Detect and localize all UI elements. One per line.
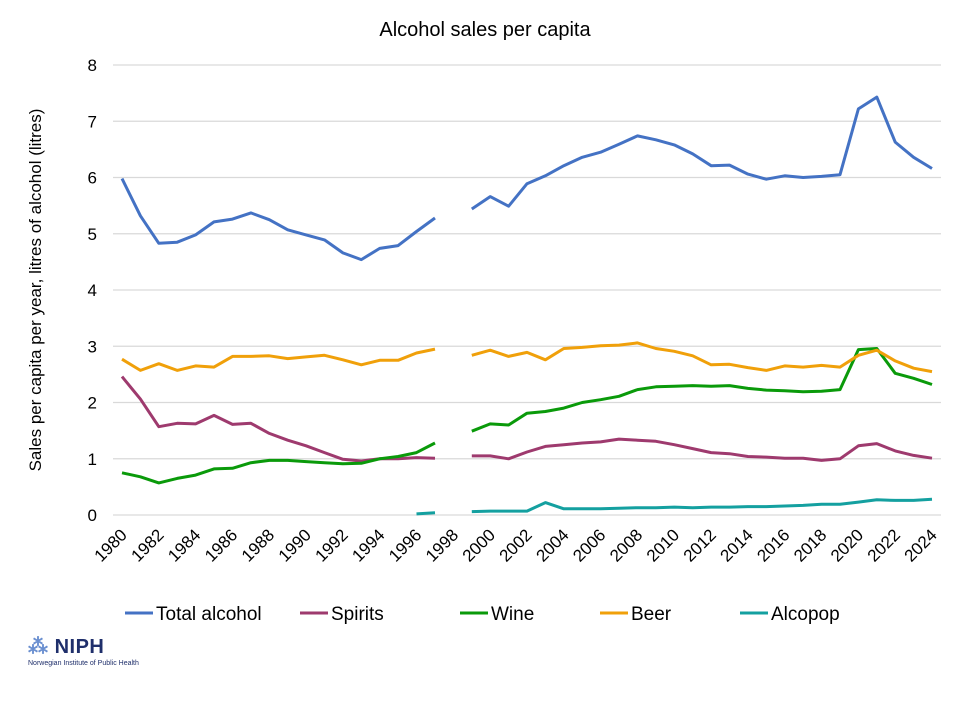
x-tick-label: 1980 bbox=[91, 525, 131, 565]
niph-logo: ⁂ NIPH Norwegian Institute of Public Hea… bbox=[28, 634, 139, 667]
legend-label: Spirits bbox=[331, 604, 384, 625]
y-tick-label: 2 bbox=[88, 394, 97, 413]
x-tick-label: 2010 bbox=[643, 525, 683, 565]
x-tick-label: 1984 bbox=[164, 525, 204, 565]
series-line-alcopop bbox=[416, 497, 933, 516]
x-tick-label: 1990 bbox=[275, 525, 315, 565]
x-tick-label: 2020 bbox=[827, 525, 867, 565]
x-tick-label: 2024 bbox=[901, 525, 941, 565]
chart-title: Alcohol sales per capita bbox=[379, 19, 591, 41]
legend-label: Wine bbox=[491, 604, 534, 625]
y-axis-label: Sales per capita per year, litres of alc… bbox=[26, 109, 45, 472]
series-line-beer bbox=[121, 341, 933, 374]
legend-label: Beer bbox=[631, 604, 672, 625]
x-tick-label: 2000 bbox=[459, 525, 499, 565]
x-tick-label: 2012 bbox=[680, 525, 720, 565]
x-tick-label: 1996 bbox=[385, 525, 425, 565]
series-line-total-alcohol bbox=[120, 95, 933, 262]
y-tick-label: 6 bbox=[88, 169, 97, 188]
legend-label: Alcopop bbox=[771, 604, 840, 625]
legend-item: Spirits bbox=[300, 604, 384, 625]
legend-item: Wine bbox=[460, 604, 534, 625]
x-tick-label: 2002 bbox=[496, 525, 536, 565]
x-tick-label: 2022 bbox=[864, 525, 904, 565]
x-tick-label: 2004 bbox=[532, 525, 572, 565]
x-tick-label: 1986 bbox=[201, 525, 241, 565]
y-tick-label: 7 bbox=[88, 112, 97, 131]
y-tick-label: 5 bbox=[88, 225, 97, 244]
y-tick-label: 3 bbox=[88, 337, 97, 356]
legend-item: Beer bbox=[600, 604, 672, 625]
x-tick-label: 1982 bbox=[127, 525, 167, 565]
x-tick-label: 1998 bbox=[422, 525, 462, 565]
y-tick-label: 1 bbox=[88, 450, 97, 469]
x-tick-label: 2016 bbox=[753, 525, 793, 565]
x-tick-label: 1994 bbox=[348, 525, 388, 565]
x-tick-label: 1988 bbox=[238, 525, 278, 565]
legend-item: Total alcohol bbox=[125, 604, 262, 625]
x-tick-label: 2006 bbox=[569, 525, 609, 565]
x-tick-label: 2018 bbox=[790, 525, 830, 565]
legend-label: Total alcohol bbox=[156, 604, 262, 625]
series-line-spirits bbox=[120, 375, 933, 463]
y-tick-label: 8 bbox=[88, 56, 97, 75]
logo-name: NIPH bbox=[54, 636, 105, 658]
logo-subtitle: Norwegian Institute of Public Health bbox=[28, 660, 139, 667]
logo-mark: ⁂ NIPH bbox=[28, 636, 105, 658]
x-tick-label: 2008 bbox=[606, 525, 646, 565]
series-line-wine bbox=[121, 347, 933, 485]
y-tick-label: 4 bbox=[88, 281, 97, 300]
x-tick-label: 2014 bbox=[717, 525, 757, 565]
x-tick-label: 1992 bbox=[312, 525, 352, 565]
y-tick-label: 0 bbox=[88, 506, 97, 525]
legend-item: Alcopop bbox=[740, 604, 840, 625]
